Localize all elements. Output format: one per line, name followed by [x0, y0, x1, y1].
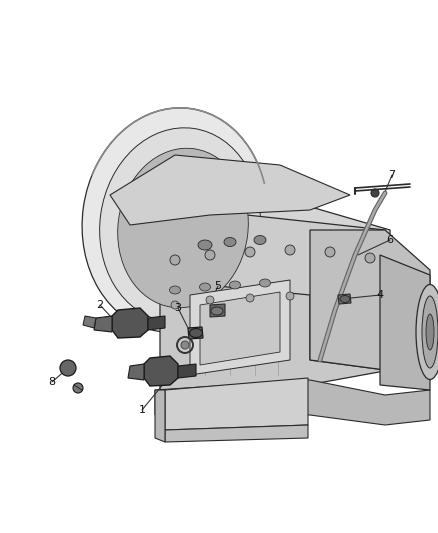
Circle shape — [365, 253, 375, 263]
Polygon shape — [155, 205, 385, 370]
Ellipse shape — [118, 148, 248, 308]
Text: 4: 4 — [376, 290, 384, 300]
Ellipse shape — [190, 328, 202, 337]
Circle shape — [246, 294, 254, 302]
Polygon shape — [110, 155, 350, 225]
Ellipse shape — [259, 279, 271, 287]
Polygon shape — [155, 380, 430, 425]
Ellipse shape — [230, 281, 240, 289]
Circle shape — [206, 296, 214, 304]
Polygon shape — [160, 195, 390, 290]
Polygon shape — [200, 292, 280, 365]
Text: 1: 1 — [138, 405, 145, 415]
Circle shape — [171, 301, 179, 309]
Polygon shape — [155, 390, 165, 442]
Polygon shape — [128, 364, 144, 380]
Circle shape — [286, 292, 294, 300]
Circle shape — [205, 250, 215, 260]
Text: 7: 7 — [389, 170, 396, 180]
Polygon shape — [380, 255, 430, 390]
Polygon shape — [310, 230, 430, 380]
Ellipse shape — [426, 314, 434, 350]
Ellipse shape — [198, 240, 212, 250]
Text: 8: 8 — [49, 377, 56, 387]
Polygon shape — [190, 280, 290, 375]
Ellipse shape — [224, 238, 236, 246]
Circle shape — [325, 247, 335, 257]
Circle shape — [285, 245, 295, 255]
Text: 6: 6 — [386, 235, 393, 245]
Polygon shape — [210, 304, 225, 317]
Text: 5: 5 — [215, 281, 222, 291]
Ellipse shape — [211, 307, 223, 315]
Polygon shape — [178, 364, 196, 378]
Polygon shape — [165, 425, 308, 442]
Text: 2: 2 — [96, 300, 103, 310]
Polygon shape — [338, 294, 351, 304]
Ellipse shape — [170, 286, 180, 294]
Ellipse shape — [254, 236, 266, 245]
Ellipse shape — [340, 295, 350, 303]
Ellipse shape — [416, 285, 438, 379]
Polygon shape — [160, 265, 390, 400]
Polygon shape — [144, 356, 178, 386]
Text: 3: 3 — [174, 303, 181, 313]
Polygon shape — [83, 316, 96, 328]
Polygon shape — [94, 316, 112, 332]
Ellipse shape — [422, 296, 438, 368]
Circle shape — [371, 189, 379, 197]
Polygon shape — [188, 327, 203, 339]
Ellipse shape — [82, 108, 268, 332]
Circle shape — [73, 383, 83, 393]
Ellipse shape — [99, 128, 260, 322]
Circle shape — [245, 247, 255, 257]
Ellipse shape — [199, 283, 211, 291]
Polygon shape — [165, 378, 308, 430]
Circle shape — [60, 360, 76, 376]
Circle shape — [170, 255, 180, 265]
Circle shape — [181, 341, 189, 349]
Polygon shape — [112, 308, 148, 338]
Polygon shape — [148, 316, 165, 330]
